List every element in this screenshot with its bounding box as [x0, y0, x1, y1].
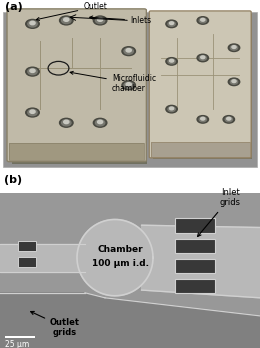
Text: (a): (a)	[5, 2, 23, 12]
Circle shape	[28, 110, 37, 116]
Bar	[175, 239, 215, 253]
FancyBboxPatch shape	[7, 9, 146, 162]
Polygon shape	[0, 244, 85, 272]
Bar	[175, 279, 215, 293]
Circle shape	[124, 82, 133, 88]
Circle shape	[166, 58, 177, 65]
Circle shape	[166, 105, 177, 113]
Circle shape	[64, 120, 69, 124]
Circle shape	[201, 18, 205, 21]
Circle shape	[170, 60, 174, 62]
Circle shape	[28, 21, 37, 27]
Circle shape	[201, 117, 205, 120]
Circle shape	[199, 117, 206, 122]
Circle shape	[168, 22, 175, 26]
Circle shape	[28, 69, 37, 75]
Circle shape	[227, 117, 231, 120]
Bar	[175, 219, 215, 232]
Circle shape	[223, 116, 235, 123]
Bar	[18, 256, 36, 267]
Circle shape	[98, 18, 103, 21]
Circle shape	[60, 16, 73, 25]
Text: Chamber: Chamber	[97, 245, 143, 254]
Circle shape	[95, 120, 105, 126]
Text: (b): (b)	[4, 175, 22, 185]
Bar	[12, 14, 147, 164]
Bar	[9, 143, 144, 160]
Circle shape	[230, 79, 238, 84]
Bar	[0, 173, 260, 192]
Circle shape	[124, 48, 133, 54]
Bar	[18, 240, 36, 251]
Circle shape	[166, 20, 177, 27]
Bar	[0, 193, 260, 348]
Circle shape	[199, 18, 206, 23]
Bar	[9, 143, 144, 160]
Circle shape	[201, 56, 205, 59]
Circle shape	[93, 118, 107, 127]
Circle shape	[197, 17, 209, 24]
Text: 100 µm i.d.: 100 µm i.d.	[92, 259, 148, 268]
Circle shape	[168, 59, 175, 64]
Polygon shape	[142, 225, 260, 298]
Circle shape	[98, 120, 103, 124]
Text: Microfluidic
chamber: Microfluidic chamber	[70, 71, 156, 93]
Text: Outlet: Outlet	[36, 2, 107, 21]
Circle shape	[168, 107, 175, 111]
Circle shape	[30, 69, 35, 72]
Text: Outlet
grids: Outlet grids	[31, 311, 80, 337]
Circle shape	[225, 117, 232, 122]
Polygon shape	[77, 220, 153, 296]
Circle shape	[232, 46, 236, 48]
Circle shape	[170, 22, 174, 25]
Circle shape	[93, 16, 107, 25]
Circle shape	[95, 17, 105, 24]
Circle shape	[122, 47, 135, 56]
Circle shape	[228, 44, 240, 52]
Circle shape	[64, 18, 69, 21]
Circle shape	[126, 49, 131, 52]
Polygon shape	[0, 293, 145, 348]
Bar	[175, 259, 215, 273]
Circle shape	[122, 81, 135, 90]
Text: Inlets: Inlets	[90, 16, 151, 25]
Circle shape	[197, 54, 209, 62]
Bar	[151, 142, 250, 157]
FancyBboxPatch shape	[149, 11, 251, 158]
Circle shape	[230, 45, 238, 50]
Circle shape	[62, 17, 71, 24]
Circle shape	[199, 56, 206, 60]
Circle shape	[30, 110, 35, 113]
Circle shape	[228, 78, 240, 86]
Circle shape	[170, 107, 174, 110]
Circle shape	[232, 80, 236, 82]
Circle shape	[30, 21, 35, 25]
Text: Inlet
grids: Inlet grids	[198, 188, 240, 237]
Circle shape	[60, 118, 73, 127]
Circle shape	[26, 19, 39, 28]
Circle shape	[26, 67, 39, 76]
Circle shape	[26, 108, 39, 117]
Circle shape	[62, 120, 71, 126]
Circle shape	[126, 83, 131, 86]
Circle shape	[197, 116, 209, 123]
Bar	[153, 15, 252, 159]
Bar	[151, 142, 250, 157]
Polygon shape	[105, 298, 260, 348]
Bar	[5, 336, 35, 338]
Text: 25 µm: 25 µm	[5, 340, 29, 348]
